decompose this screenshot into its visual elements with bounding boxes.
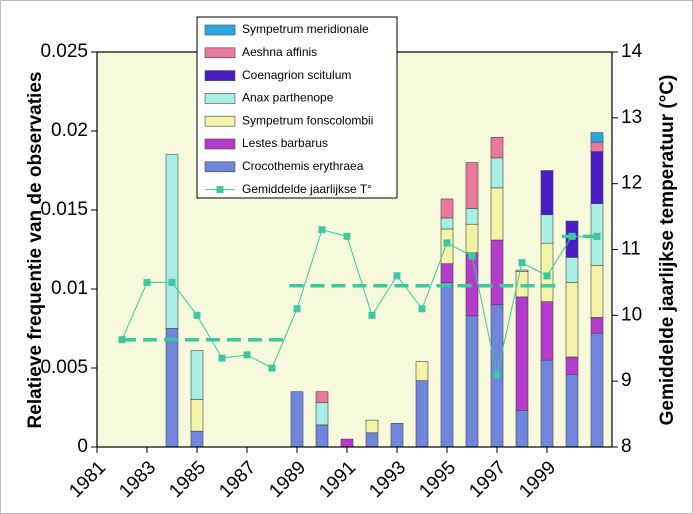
y-tick-label: 0.015	[40, 199, 88, 220]
legend-swatch	[204, 115, 236, 127]
temperature-marker	[393, 272, 401, 280]
bar-segment	[190, 430, 204, 448]
temperature-marker	[168, 278, 176, 286]
y2-tick-label: 9	[621, 370, 632, 391]
bar-segment	[540, 214, 554, 244]
bar-segment	[165, 328, 179, 448]
legend-label: Sympetrum fonscolombii	[242, 113, 373, 127]
y-tick-label: 0.02	[51, 120, 88, 141]
y2-tick-label: 13	[621, 107, 642, 128]
bar-segment	[165, 154, 179, 329]
bar-segment	[515, 410, 529, 448]
bar-segment	[390, 422, 404, 448]
y-tick-label: 0.01	[51, 278, 88, 299]
legend-label: Crocothemis erythraea	[242, 159, 364, 173]
y-axis-title: Relatieve frequentie van de observaties	[25, 72, 46, 429]
bar-segment	[565, 356, 579, 375]
bar-segment	[290, 391, 304, 448]
legend-label: Aeshna affinis	[242, 45, 317, 59]
bar-segment	[590, 151, 604, 204]
y2-tick-label: 10	[621, 304, 642, 325]
bar-segment	[590, 141, 604, 152]
temperature-marker	[493, 371, 501, 379]
temperature-marker	[143, 278, 151, 286]
bar-segment	[490, 137, 504, 159]
y-tick-label: 0.025	[40, 41, 88, 62]
bar-segment	[440, 217, 454, 230]
temperature-marker	[418, 305, 426, 313]
bar-segment	[465, 162, 479, 209]
bar-segment	[540, 301, 554, 361]
bar-segment	[315, 402, 329, 426]
bar-segment	[590, 132, 604, 143]
bar-segment	[465, 223, 479, 253]
bar-segment	[440, 198, 454, 219]
legend-swatch	[204, 93, 236, 104]
bar-segment	[190, 399, 204, 432]
legend-swatch	[204, 24, 236, 36]
bar-segment	[365, 419, 379, 434]
temperature-marker	[218, 354, 226, 362]
legend-swatch	[204, 47, 236, 59]
bar-segment	[565, 282, 579, 358]
y2-tick-label: 14	[621, 41, 643, 62]
bar-segment	[365, 432, 379, 448]
bar-segment	[315, 424, 329, 448]
legend-label: Anax parthenope	[242, 91, 334, 105]
bar-segment	[590, 317, 604, 334]
y2-tick-label: 8	[621, 436, 632, 457]
bar-segment	[540, 359, 554, 448]
temperature-marker	[543, 272, 551, 280]
bar-segment	[540, 170, 554, 216]
temperature-marker	[443, 239, 451, 247]
bar-segment	[315, 391, 329, 404]
bar-segment	[340, 438, 354, 448]
temperature-marker	[293, 305, 301, 313]
bar-segment	[415, 361, 429, 381]
bar-segment	[565, 374, 579, 448]
bar-segment	[565, 257, 579, 283]
legend-swatch	[204, 70, 236, 81]
temperature-marker	[343, 232, 351, 240]
temperature-marker	[318, 226, 326, 234]
bar-segment	[515, 269, 529, 272]
bar-segment	[440, 282, 454, 448]
y2-axis-title: Gemiddelde jaarlijkse temperatuur (°C)	[657, 75, 678, 426]
bar-segment	[440, 263, 454, 283]
temperature-marker	[193, 311, 201, 319]
temperature-marker	[518, 259, 526, 267]
bar-segment	[590, 332, 604, 448]
legend-marker	[216, 186, 224, 194]
bar-segment	[465, 208, 479, 225]
legend-label: Gemiddelde jaarlijkse T°	[242, 182, 372, 196]
legend-label: Sympetrum meridionale	[242, 22, 369, 36]
temperature-marker	[243, 351, 251, 359]
bar-segment	[490, 239, 504, 306]
temperature-marker	[368, 311, 376, 319]
bar-segment	[190, 350, 204, 400]
bar-segment	[490, 157, 504, 189]
bar-segment	[590, 264, 604, 318]
y-tick-label: 0	[77, 436, 88, 457]
bar-segment	[415, 380, 429, 448]
legend-label: Lestes barbarus	[242, 136, 328, 150]
temperature-marker	[268, 364, 276, 372]
temperature-marker	[468, 252, 476, 260]
legend-label: Coenagrion scitulum	[242, 68, 351, 82]
y2-tick-label: 12	[621, 173, 642, 194]
bar-segment	[515, 296, 529, 411]
legend-swatch	[204, 161, 236, 173]
y2-tick-label: 11	[621, 239, 641, 260]
y-tick-label: 0.005	[40, 357, 88, 378]
legend-swatch	[204, 138, 236, 150]
bar-segment	[490, 187, 504, 241]
bar-segment	[465, 315, 479, 448]
temperature-line	[121, 229, 597, 375]
